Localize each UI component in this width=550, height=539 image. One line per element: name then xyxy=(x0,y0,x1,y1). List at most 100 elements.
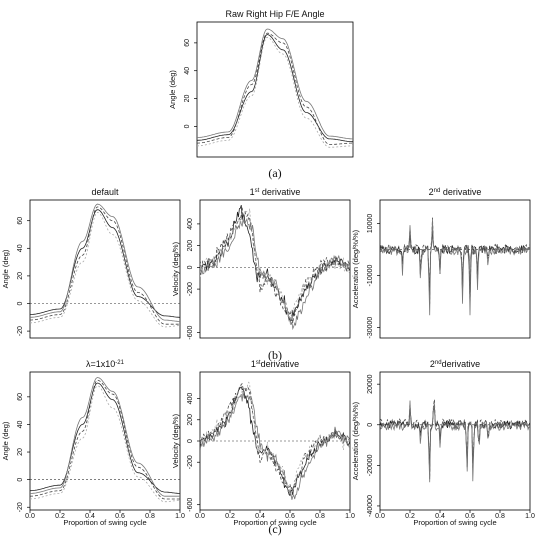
series-line-1 xyxy=(30,382,180,494)
caption-b: (b) xyxy=(268,348,282,362)
series-line-1 xyxy=(200,204,350,322)
series-line-3 xyxy=(30,203,180,322)
x-tick-label: 0.4 xyxy=(255,513,265,520)
y-axis-label: Acceleration (deg/%/%) xyxy=(351,401,360,480)
chart-panel-a: Raw Right Hip F/E Angle Angle (deg) 0 20 40 6… xyxy=(168,9,354,158)
chart-title: 1st derivative xyxy=(250,187,301,197)
series-line-4 xyxy=(30,211,180,328)
y-tick-label: 400 xyxy=(187,393,194,405)
y-axis-label: Angle (deg) xyxy=(1,421,10,460)
plot-frame xyxy=(29,371,181,511)
chart-title: 2ndderivative xyxy=(430,359,480,369)
series-line-2 xyxy=(197,32,353,145)
caption-c: (c) xyxy=(268,522,281,536)
series-line-1 xyxy=(30,209,180,318)
chart-panel-c3: 2ndderivative Acceleration (deg/%/%) Propo… xyxy=(351,359,535,527)
x-tick-label: 0.8 xyxy=(315,513,325,520)
y-tick-label: -600 xyxy=(187,498,194,512)
x-axis-label: Proportion of swing cycle xyxy=(233,518,316,527)
chart-panels: Raw Right Hip F/E Angle Angle (deg) 0 20 40 6… xyxy=(1,9,535,527)
x-tick-label: 1.0 xyxy=(175,513,185,520)
chart-panel-c2: 1stderivative Velocity (deg/%) Proportion … xyxy=(171,359,355,527)
y-tick-label: 400 xyxy=(187,218,194,230)
series-line-2 xyxy=(380,399,530,480)
series-line-2 xyxy=(200,207,350,324)
y-tick-label: 40 xyxy=(17,244,24,252)
chart-title: default xyxy=(91,187,119,197)
y-tick-label: 20 xyxy=(17,448,24,456)
y-tick-label: 20000 xyxy=(367,374,374,394)
x-axis-label: Proportion of swing cycle xyxy=(413,518,496,527)
x-tick-label: 0.4 xyxy=(85,513,95,520)
y-tick-label: 40 xyxy=(17,420,24,428)
y-tick-label: 10000 xyxy=(367,214,374,234)
chart-title: λ=1x10-21 xyxy=(86,359,125,369)
x-tick-label: 0.0 xyxy=(195,513,205,520)
x-tick-label: 0.0 xyxy=(25,513,35,520)
y-tick-label: 60 xyxy=(17,393,24,401)
series-group xyxy=(200,381,350,500)
series-line-2 xyxy=(380,217,530,307)
series-group xyxy=(30,377,180,503)
caption-a: (a) xyxy=(268,166,281,180)
series-line-1 xyxy=(197,34,353,143)
chart-title: 1stderivative xyxy=(251,359,299,369)
plot-frame xyxy=(379,371,531,511)
plot-frame xyxy=(199,199,351,339)
series-line-4 xyxy=(200,208,350,324)
plot-frame xyxy=(196,21,354,158)
y-tick-label: 0 xyxy=(17,478,24,482)
series-line-2 xyxy=(30,379,180,500)
y-tick-label: -30000 xyxy=(367,317,374,339)
y-tick-label: 0 xyxy=(367,423,374,427)
x-tick-label: 0.4 xyxy=(435,513,445,520)
series-group xyxy=(30,203,180,328)
series-group xyxy=(197,28,353,148)
y-axis-label: Angle (deg) xyxy=(168,70,177,109)
y-axis-label: Velocity (deg/%) xyxy=(171,241,180,296)
x-tick-label: 0.6 xyxy=(465,513,475,520)
chart-title: Raw Right Hip F/E Angle xyxy=(225,9,324,19)
series-line-2 xyxy=(30,206,180,325)
y-tick-label: 60 xyxy=(184,39,191,47)
y-tick-label: 0 xyxy=(184,124,191,128)
y-tick-label: -20000 xyxy=(367,454,374,476)
x-tick-label: 0.0 xyxy=(375,513,385,520)
x-axis-label: Proportion of swing cycle xyxy=(63,518,146,527)
series-line-1 xyxy=(380,406,530,472)
y-tick-label: -600 xyxy=(187,325,194,339)
series-group xyxy=(380,399,530,483)
series-line-4 xyxy=(200,381,350,495)
chart-title: 2nd derivative xyxy=(429,187,482,197)
x-tick-label: 1.0 xyxy=(525,513,535,520)
chart-panel-b1: default Angle (deg) -20 0 20 40 60 xyxy=(1,187,181,339)
x-tick-label: 0.2 xyxy=(55,513,65,520)
series-line-4 xyxy=(197,36,353,148)
y-axis-label: Velocity (deg/%) xyxy=(171,413,180,468)
series-line-3 xyxy=(200,217,350,331)
series-line-4 xyxy=(30,385,180,503)
y-tick-label: 20 xyxy=(184,95,191,103)
y-tick-label: -20 xyxy=(17,502,24,512)
x-tick-label: 0.8 xyxy=(145,513,155,520)
y-axis-label: Angle (deg) xyxy=(1,249,10,288)
x-tick-label: 0.8 xyxy=(495,513,505,520)
x-tick-label: 1.0 xyxy=(345,513,355,520)
y-axis-label: Acceleration (deg/%/%) xyxy=(351,229,360,308)
x-tick-label: 0.6 xyxy=(285,513,295,520)
y-tick-label: -200 xyxy=(187,282,194,296)
y-tick-label: 0 xyxy=(187,265,194,269)
series-group xyxy=(380,217,530,316)
y-tick-label: 20 xyxy=(17,272,24,280)
plot-frame xyxy=(29,199,181,339)
series-line-3 xyxy=(200,391,350,500)
y-tick-label: -20 xyxy=(17,326,24,336)
chart-panel-b2: 1st derivative Velocity (deg/%) -600 -200 0 2… xyxy=(171,187,351,340)
y-tick-label: 40 xyxy=(184,67,191,75)
series-line-3 xyxy=(30,377,180,497)
series-line-3 xyxy=(197,28,353,140)
x-tick-label: 0.2 xyxy=(405,513,415,520)
y-tick-label: -200 xyxy=(187,455,194,469)
x-tick-label: 0.2 xyxy=(225,513,235,520)
